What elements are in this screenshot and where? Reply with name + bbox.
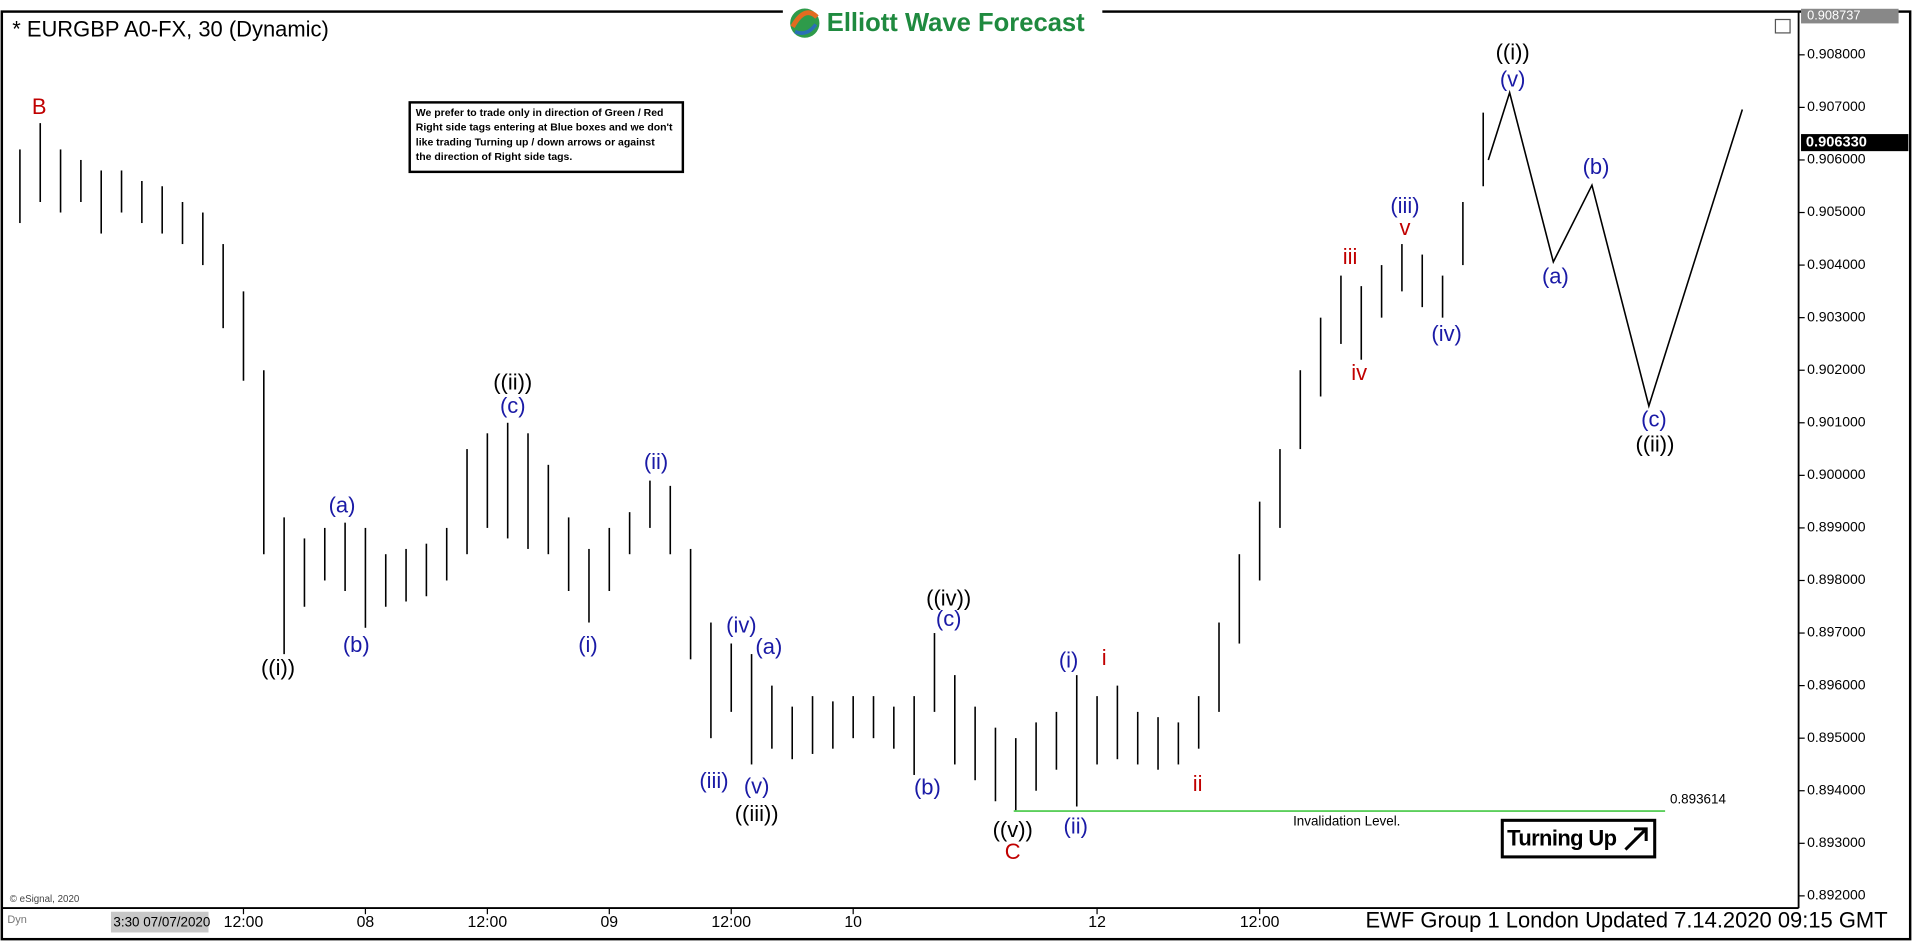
wave-label: ((i))	[1496, 40, 1530, 65]
x-tick-label: 12:00	[224, 914, 264, 931]
wave-label: ((ii))	[1635, 432, 1674, 457]
wave-label: (iv)	[726, 613, 756, 638]
wave-label: (iii)	[699, 768, 728, 793]
brand-name: Elliott Wave Forecast	[827, 9, 1085, 37]
wave-label: (c)	[500, 393, 526, 418]
wave-label: (b)	[343, 632, 370, 657]
last-price-label: 0.906330	[1806, 134, 1867, 150]
note-box	[408, 101, 685, 174]
chart-title: * EURGBP A0-FX, 30 (Dynamic)	[12, 16, 329, 41]
logo-swoosh	[794, 23, 818, 35]
wave-label: ((ii))	[493, 370, 532, 395]
wave-label: v	[1399, 215, 1410, 240]
wave-label: iii	[1343, 244, 1358, 269]
y-tick-label: 0.903000	[1807, 308, 1866, 324]
wave-label: ((iv))	[926, 586, 971, 611]
logo-swoosh	[790, 10, 819, 29]
wave-label: ((v))	[993, 817, 1033, 842]
x-tick-label: 10	[844, 914, 862, 931]
wave-label: C	[1005, 839, 1021, 864]
axis-top-label: 0.908737	[1807, 7, 1860, 22]
wave-label: (iv)	[1431, 321, 1461, 346]
note-line: Right side tags entering at Blue boxes a…	[416, 123, 673, 134]
invalidation-value: 0.893614	[1670, 792, 1726, 807]
wave-label: ((iii))	[735, 801, 779, 826]
wave-label: (a)	[329, 493, 356, 518]
wave-label: (v)	[744, 773, 770, 798]
badge-text: Turning Up	[1507, 826, 1616, 851]
last-price-box	[1801, 134, 1909, 152]
x-tick-label: 09	[600, 914, 618, 931]
wave-label: (iii)	[1390, 193, 1419, 218]
start-label-box	[110, 911, 209, 933]
y-tick-label: 0.900000	[1807, 466, 1866, 482]
badge-box	[1500, 818, 1657, 859]
y-tick-label: 0.893000	[1807, 834, 1866, 850]
note-line: the direction of Right side tags.	[416, 152, 573, 163]
y-tick-label: 0.898000	[1807, 571, 1866, 587]
y-tick-label: 0.894000	[1807, 781, 1866, 797]
wave-label: (ii)	[644, 449, 668, 474]
y-tick-label: 0.897000	[1807, 624, 1866, 640]
logo-icon	[790, 8, 820, 38]
y-tick-label: 0.892000	[1807, 887, 1866, 903]
window-icon	[1774, 18, 1791, 34]
x-tick-label: 12:00	[468, 914, 508, 931]
plot: 0.892000 0.893000 0.894000 0.895000 0.896000…	[19, 7, 1909, 931]
wave-label: iv	[1351, 360, 1367, 385]
y-tick-label: 0.899000	[1807, 519, 1866, 535]
y-tick-label: 0.901000	[1807, 413, 1866, 429]
wave-label: (i)	[1059, 648, 1079, 673]
x-tick-label: 12:00	[711, 914, 751, 931]
y-tick-label: 0.908000	[1807, 46, 1866, 62]
wave-label: ((i))	[261, 655, 295, 680]
wave-label: (a)	[755, 634, 782, 659]
copyright: © eSignal, 2020	[10, 894, 80, 905]
start-label: 3:30 07/07/2020	[113, 914, 210, 929]
note-line: We prefer to trade only in direction of …	[416, 108, 664, 119]
footer: EWF Group 1 London Updated 7.14.2020 09:…	[1366, 907, 1888, 932]
y-tick-label: 0.902000	[1807, 361, 1866, 377]
invalidation-text: Invalidation Level.	[1293, 814, 1400, 829]
y-tick-label: 0.905000	[1807, 203, 1866, 219]
note-line: like trading Turning up / down arrows or…	[416, 137, 655, 148]
y-tick-label: 0.907000	[1807, 98, 1866, 114]
y-tick-label: 0.895000	[1807, 729, 1866, 745]
note: We prefer to trade only in direction of …	[416, 108, 673, 163]
badge-arrow	[1624, 827, 1648, 851]
axis-top-box	[1801, 8, 1899, 24]
x-tick-label: 12	[1088, 914, 1106, 931]
y-tick-label: 0.896000	[1807, 676, 1866, 692]
wave-label: (b)	[1583, 154, 1610, 179]
x-tick-label: 12:00	[1240, 914, 1280, 931]
wave-label: B	[32, 94, 47, 119]
wave-label: (ii)	[1064, 813, 1088, 838]
logo-box	[782, 0, 1103, 44]
wave-label: (v)	[1500, 66, 1526, 91]
projection-line	[1487, 89, 1744, 409]
y-tick-label: 0.906000	[1807, 151, 1866, 167]
wave-label: ii	[1193, 771, 1203, 796]
wave-label: (a)	[1542, 264, 1569, 289]
y-tick-label: 0.904000	[1807, 256, 1866, 272]
wave-label: (c)	[936, 606, 962, 631]
wave-label: (c)	[1641, 406, 1667, 431]
wave-label: i	[1102, 645, 1107, 670]
wave-label: (b)	[914, 774, 941, 799]
x-tick-label: 08	[357, 914, 375, 931]
corner-label: Dyn	[7, 914, 27, 926]
wave-label: (i)	[578, 632, 598, 657]
